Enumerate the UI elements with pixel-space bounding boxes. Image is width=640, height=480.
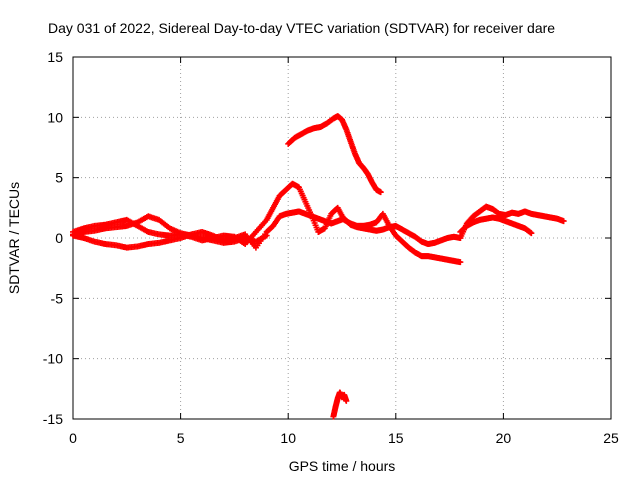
data-layer: [70, 113, 567, 420]
x-tick-label: 5: [177, 430, 185, 446]
x-tick-label: 15: [388, 430, 404, 446]
series-peak-arc: [285, 113, 384, 196]
series-track-c: [70, 213, 270, 246]
series-track-b: [70, 208, 464, 251]
y-tick-label: 0: [55, 230, 63, 246]
y-axis-title: SDTVAR / TECUs: [6, 182, 22, 294]
x-axis-title: GPS time / hours: [289, 458, 396, 474]
y-tick-label: 5: [55, 170, 63, 186]
y-tick-label: -5: [51, 290, 64, 306]
y-tick-label: -15: [43, 411, 63, 427]
x-tick-label: 10: [280, 430, 296, 446]
y-tick-label: 15: [47, 49, 63, 65]
series-low-outlier: [330, 389, 350, 420]
y-tick-label: 10: [47, 109, 63, 125]
x-tick-label: 20: [496, 430, 512, 446]
chart-title: Day 031 of 2022, Sidereal Day-to-day VTE…: [48, 20, 555, 36]
y-tick-label: -10: [43, 351, 63, 367]
data-point: [343, 397, 350, 404]
data-point: [263, 232, 270, 239]
grid-layer: [73, 57, 611, 419]
series-evening-band: [457, 203, 567, 241]
x-tick-label: 25: [603, 430, 619, 446]
x-tick-label: 0: [69, 430, 77, 446]
series-evening-band-2: [457, 214, 535, 237]
data-point: [560, 218, 567, 225]
data-point: [377, 189, 384, 196]
data-point: [528, 230, 535, 237]
data-point: [457, 259, 464, 266]
